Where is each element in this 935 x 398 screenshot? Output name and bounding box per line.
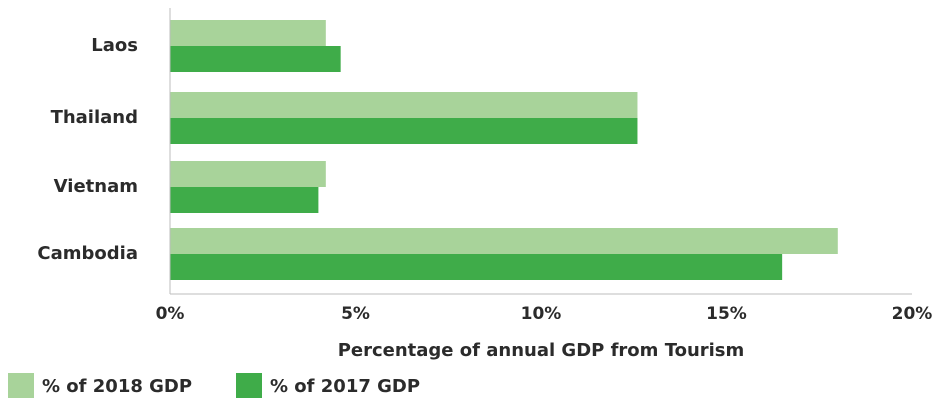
bar-thailand-2018 [170,92,638,118]
category-label-thailand: Thailand [51,107,138,128]
labels-layer: Laos Thailand Vietnam Cambodia 0% 5% 10% 15% 20% [37,35,932,324]
x-tick-label: 10% [521,304,562,324]
bar-vietnam-2018 [170,161,326,187]
bar-cambodia-2017 [170,254,783,280]
x-tick-label: 5% [341,304,370,324]
bar-laos-2018 [170,20,326,46]
bars-layer [170,20,838,280]
category-label-laos: Laos [91,35,138,56]
bar-cambodia-2018 [170,228,838,254]
legend-label-2018: % of 2018 GDP [42,376,192,397]
legend: % of 2018 GDP % of 2017 GDP [8,373,420,398]
x-tick-label: 15% [706,304,747,324]
category-label-cambodia: Cambodia [37,243,138,264]
x-axis-title: Percentage of annual GDP from Tourism [338,340,745,361]
legend-swatch-2018 [8,373,34,398]
bar-vietnam-2017 [170,187,319,213]
x-tick-label: 20% [892,304,933,324]
legend-swatch-2017 [236,373,262,398]
x-tick-label: 0% [156,304,185,324]
bar-thailand-2017 [170,118,638,144]
legend-label-2017: % of 2017 GDP [270,376,420,397]
bar-laos-2017 [170,46,341,72]
category-label-vietnam: Vietnam [54,176,138,197]
axis-layer [169,8,912,295]
